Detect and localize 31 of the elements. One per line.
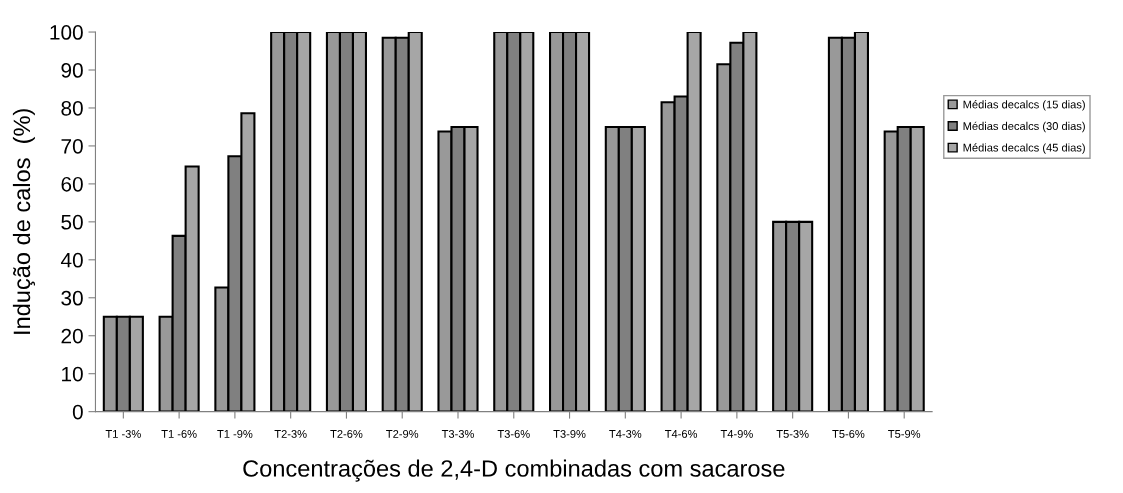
x-tick-label: T2-6% — [330, 430, 363, 438]
x-tick-label: T5-9% — [888, 430, 921, 438]
x-tick-label: T1 -6% — [161, 430, 197, 438]
y-tick-label: 10 — [62, 366, 83, 382]
y-tick-label: 40 — [60, 252, 83, 268]
x-axis-title: Concentrações de 2,4-D combinadas com sacarose — [243, 459, 785, 482]
y-tick-label: 100 — [50, 25, 83, 40]
y-tick-label: 50 — [61, 214, 83, 230]
y-tick-label: 30 — [61, 290, 83, 306]
x-tick-label: T1 -9% — [217, 430, 253, 438]
x-tick-label: T4-3% — [609, 430, 642, 438]
legend-label: Médias decalcs (30 dias) — [963, 121, 1085, 133]
x-tick-label: T3-6% — [497, 430, 530, 438]
x-tick-label: T2-9% — [386, 430, 419, 438]
y-tick-label: 70 — [61, 138, 83, 154]
legend-label: Médias decalcs (15 dias) — [963, 100, 1085, 111]
x-tick-label: T3-3% — [441, 430, 474, 438]
x-tick-label: T2-3% — [274, 430, 307, 438]
y-axis-title: Indução de calos (%) — [12, 109, 35, 334]
y-tick-label: 20 — [61, 328, 83, 344]
y-tick-label: 80 — [61, 100, 83, 116]
y-tick-label: 90 — [61, 63, 83, 78]
legend-label: Médias decalcs (45 dias) — [963, 143, 1085, 154]
y-tick-label: 60 — [61, 176, 83, 192]
x-tick-label: T4-9% — [720, 430, 753, 438]
x-tick-label: T1 -3% — [105, 430, 141, 438]
y-tick-label: 0 — [72, 404, 83, 420]
x-tick-label: T5-6% — [832, 430, 865, 438]
x-tick-label: T4-6% — [664, 430, 698, 438]
x-tick-label: T5-3% — [776, 430, 809, 438]
x-tick-label: T3-9% — [553, 430, 586, 438]
